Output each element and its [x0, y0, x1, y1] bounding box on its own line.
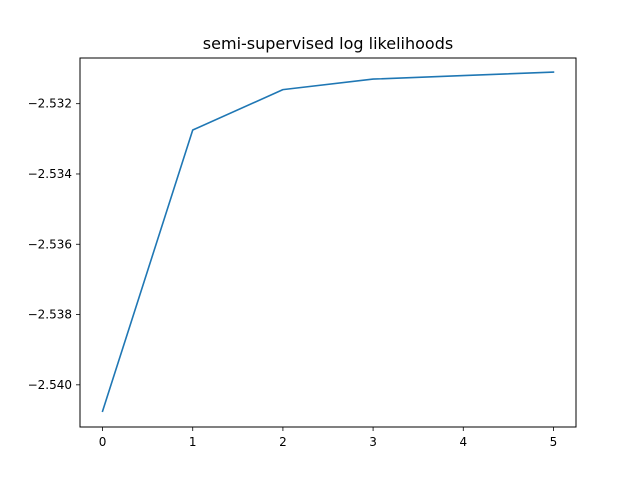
x-tick-label: 3 [369, 435, 377, 449]
y-tick-label: −2.540 [28, 378, 72, 392]
y-tick-label: −2.532 [28, 97, 72, 111]
y-axis: −2.540 −2.538 −2.536 −2.534 −2.532 [28, 97, 80, 392]
series-line [101, 71, 555, 413]
y-tick-label: −2.536 [28, 237, 72, 251]
y-tick-label: −2.538 [28, 308, 72, 322]
y-tick-label: −2.534 [28, 167, 72, 181]
x-tick-label: 4 [459, 435, 467, 449]
axes-frame [79, 57, 577, 428]
x-tick-label: 2 [279, 435, 287, 449]
x-tick-label: 5 [550, 435, 558, 449]
x-tick-label: 0 [99, 435, 107, 449]
chart-title: semi-supervised log likelihoods [203, 34, 453, 53]
x-axis: 0 1 2 3 4 5 [99, 427, 558, 449]
plot-area: 0 1 2 3 4 5 −2.540 −2.538 −2.536 −2.534 −2.532 [28, 57, 577, 449]
series-layer [101, 71, 555, 413]
x-tick-label: 1 [189, 435, 197, 449]
